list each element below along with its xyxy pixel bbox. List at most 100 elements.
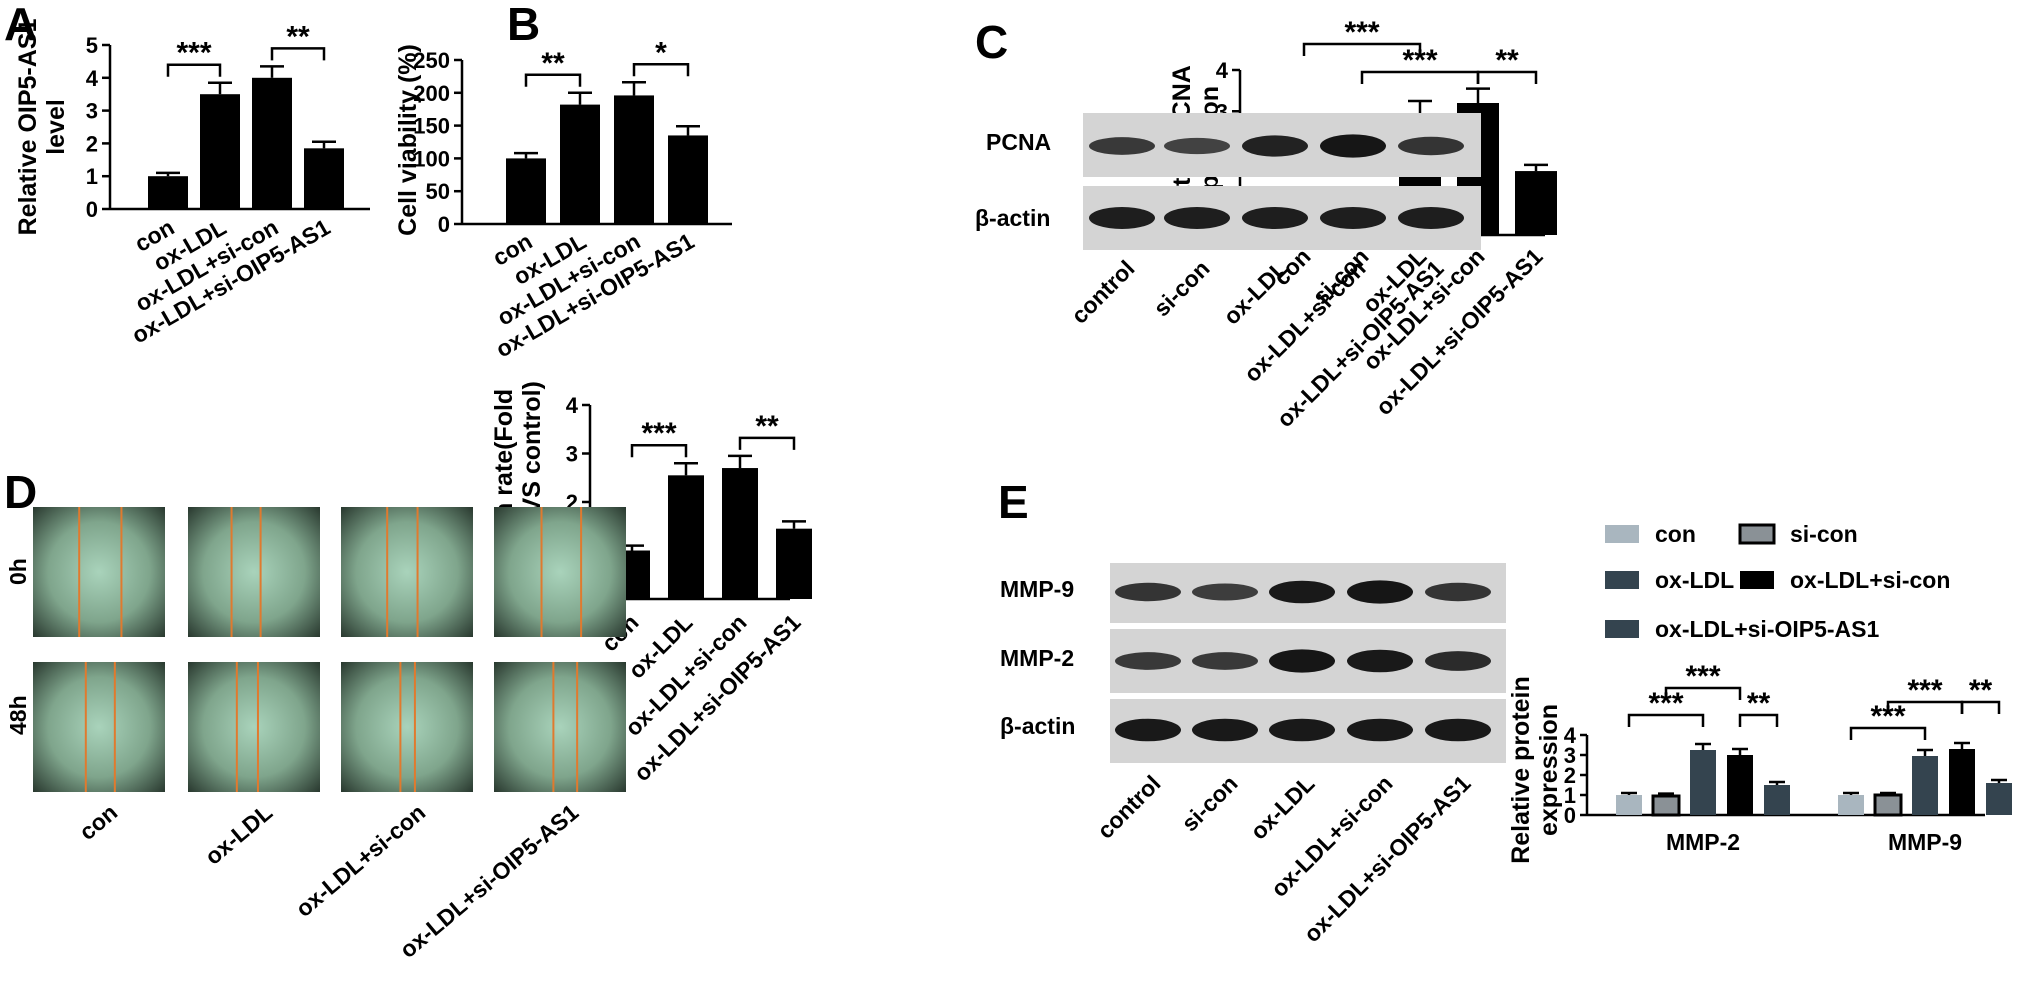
chart-e-bar-0-1 — [1651, 794, 1681, 817]
wound-image-0-2 — [341, 507, 473, 637]
chart-e-bar-1-3 — [1949, 749, 1975, 815]
chart-a-ylabel: level — [42, 99, 70, 155]
chart-d-bar-2 — [722, 468, 758, 599]
blot_e-lane-label-2: ox-LDL — [1245, 770, 1319, 844]
chart-a-bar-2 — [252, 77, 292, 209]
chart-a-sig-bracket — [166, 63, 222, 77]
blot_e-band-1-1 — [1192, 652, 1258, 670]
chart-d-ytick-label: 3 — [566, 442, 578, 467]
chart-d-sig-label: *** — [641, 417, 676, 450]
blot_c-lane-label-0: control — [1066, 255, 1140, 329]
wound-image-0-3 — [494, 507, 626, 637]
chart-c-sig-bracket — [1476, 70, 1538, 84]
panel-letter-e: E — [998, 476, 1029, 528]
blot_c-band-1-3 — [1320, 207, 1386, 229]
chart-b-ytick-label: 50 — [426, 179, 450, 204]
blot-c-row-label-1: β-actin — [975, 205, 1050, 231]
chart-e-bar-0-0 — [1616, 795, 1642, 815]
legend-label-1: si-con — [1790, 521, 1858, 547]
chart-e-ytick-label: 4 — [1564, 723, 1577, 748]
blot_e-band-1-4 — [1425, 651, 1491, 671]
chart-e-bar-1-1 — [1873, 793, 1903, 817]
blot_c-band-0-2 — [1242, 135, 1308, 157]
chart-e-sig-label: *** — [1685, 660, 1720, 693]
chart-e-ytick-label: 1 — [1564, 783, 1576, 808]
blot_e-band-2-0 — [1115, 718, 1181, 742]
panel-letter-c: C — [975, 16, 1008, 68]
chart-d-bar-1 — [668, 475, 704, 599]
blot_c-lane-label-1: si-con — [1148, 255, 1214, 321]
chart-d-bar-3 — [776, 528, 812, 599]
chart-b-ytick-label: 250 — [413, 48, 450, 73]
wound-image-0-1 — [188, 507, 320, 637]
legend-e: con si-con ox-LDL ox-LDL+si-con ox-LDL+si-OI… — [1605, 521, 1950, 642]
chart-a-sig-label: *** — [176, 37, 211, 70]
chart-a-ylabel: Relative OIP5-AS1 — [14, 19, 42, 236]
chart-e-bar-0-4 — [1764, 785, 1790, 815]
chart-a-bar-0 — [148, 176, 188, 209]
chart-b-sig-bracket — [632, 63, 690, 77]
chart-b-ytick-label: 100 — [413, 146, 450, 171]
chart-b-ytick-label: 0 — [438, 212, 450, 237]
chart-a-ytick-label: 5 — [86, 33, 98, 58]
blot_e-lane-label-0: control — [1092, 770, 1166, 844]
chart-e-category-label: MMP-2 — [1666, 829, 1740, 855]
chart-e-sig-label: ** — [1969, 674, 1993, 707]
blot_e-band-2-1 — [1192, 718, 1258, 742]
chart-b-sig-label: ** — [541, 47, 565, 80]
blot_e-band-2-4 — [1425, 718, 1491, 742]
chart-e-bar-1-2 — [1912, 756, 1938, 815]
chart-e-bar-1-0 — [1838, 795, 1864, 815]
chart-e-sig-bracket — [1664, 686, 1742, 700]
chart-a-ylabel-group: Relative OIP5-AS1 level — [14, 19, 70, 236]
blot_e-band-1-2 — [1269, 649, 1335, 673]
chart-a-bar-1 — [200, 94, 240, 209]
chart-e-sig-bracket — [1738, 713, 1779, 727]
chart-c-bar-4 — [1515, 171, 1557, 235]
chart-e-ytick-label: 2 — [1564, 763, 1576, 788]
blot_c-band-0-1 — [1164, 137, 1230, 155]
chart-e-bar-1-4 — [1986, 783, 2012, 815]
chart-b-sig-label: * — [655, 36, 667, 69]
chart-e-sig-bracket — [1627, 713, 1705, 727]
blot_e-band-1-0 — [1115, 652, 1181, 670]
chart-b-bar-0 — [506, 158, 546, 224]
blot_c-band-1-4 — [1398, 207, 1464, 229]
blot_e-band-2-2 — [1269, 718, 1335, 742]
blot-e-row-label-1: MMP-2 — [1000, 645, 1074, 671]
wound-col-label-0: con — [74, 799, 122, 845]
chart-b-sig-bracket — [524, 73, 582, 87]
blot_e-band-0-0 — [1115, 582, 1181, 602]
chart-c-sig-label: *** — [1402, 44, 1437, 77]
chart-b-bar-1 — [560, 104, 600, 224]
legend-label-2: ox-LDL — [1655, 567, 1734, 593]
chart-b-ylabel: Cell viability (%) — [394, 44, 422, 236]
chart-d-ytick-label: 4 — [566, 393, 579, 418]
wound-image-1-2 — [341, 662, 473, 792]
legend-swatch-1 — [1738, 523, 1776, 545]
wound-col-label-2: ox-LDL+si-con — [291, 799, 431, 922]
blot_e-band-0-1 — [1192, 583, 1258, 601]
chart-d-sig-bracket — [630, 443, 688, 458]
chart-e-ytick-label: 3 — [1564, 743, 1576, 768]
chart-a-ytick-label: 2 — [86, 131, 98, 156]
wound-row-label-48h: 48h — [5, 695, 31, 735]
panel-letter-d: D — [4, 466, 37, 518]
chart-b-bar-3 — [668, 135, 708, 224]
wound-row-label-0h: 0h — [5, 558, 31, 585]
chart-e-sig-bracket — [1960, 700, 2001, 714]
legend-swatch-3 — [1740, 571, 1774, 589]
chart-b-ylabel-group: Cell viability (%) — [394, 44, 422, 236]
blot_c-band-0-3 — [1320, 134, 1386, 158]
blot_e-band-0-2 — [1269, 580, 1335, 604]
chart-a-ytick-label: 4 — [86, 66, 99, 91]
legend-swatch-0 — [1605, 525, 1639, 543]
chart-d-sig-bracket — [738, 436, 796, 450]
chart-e-sig-label: ** — [1747, 687, 1771, 720]
chart-e-bar-0-3 — [1727, 755, 1753, 815]
chart-a-ytick-label: 0 — [86, 197, 98, 222]
blot_e-band-1-3 — [1347, 649, 1413, 673]
wound-image-1-1 — [188, 662, 320, 792]
